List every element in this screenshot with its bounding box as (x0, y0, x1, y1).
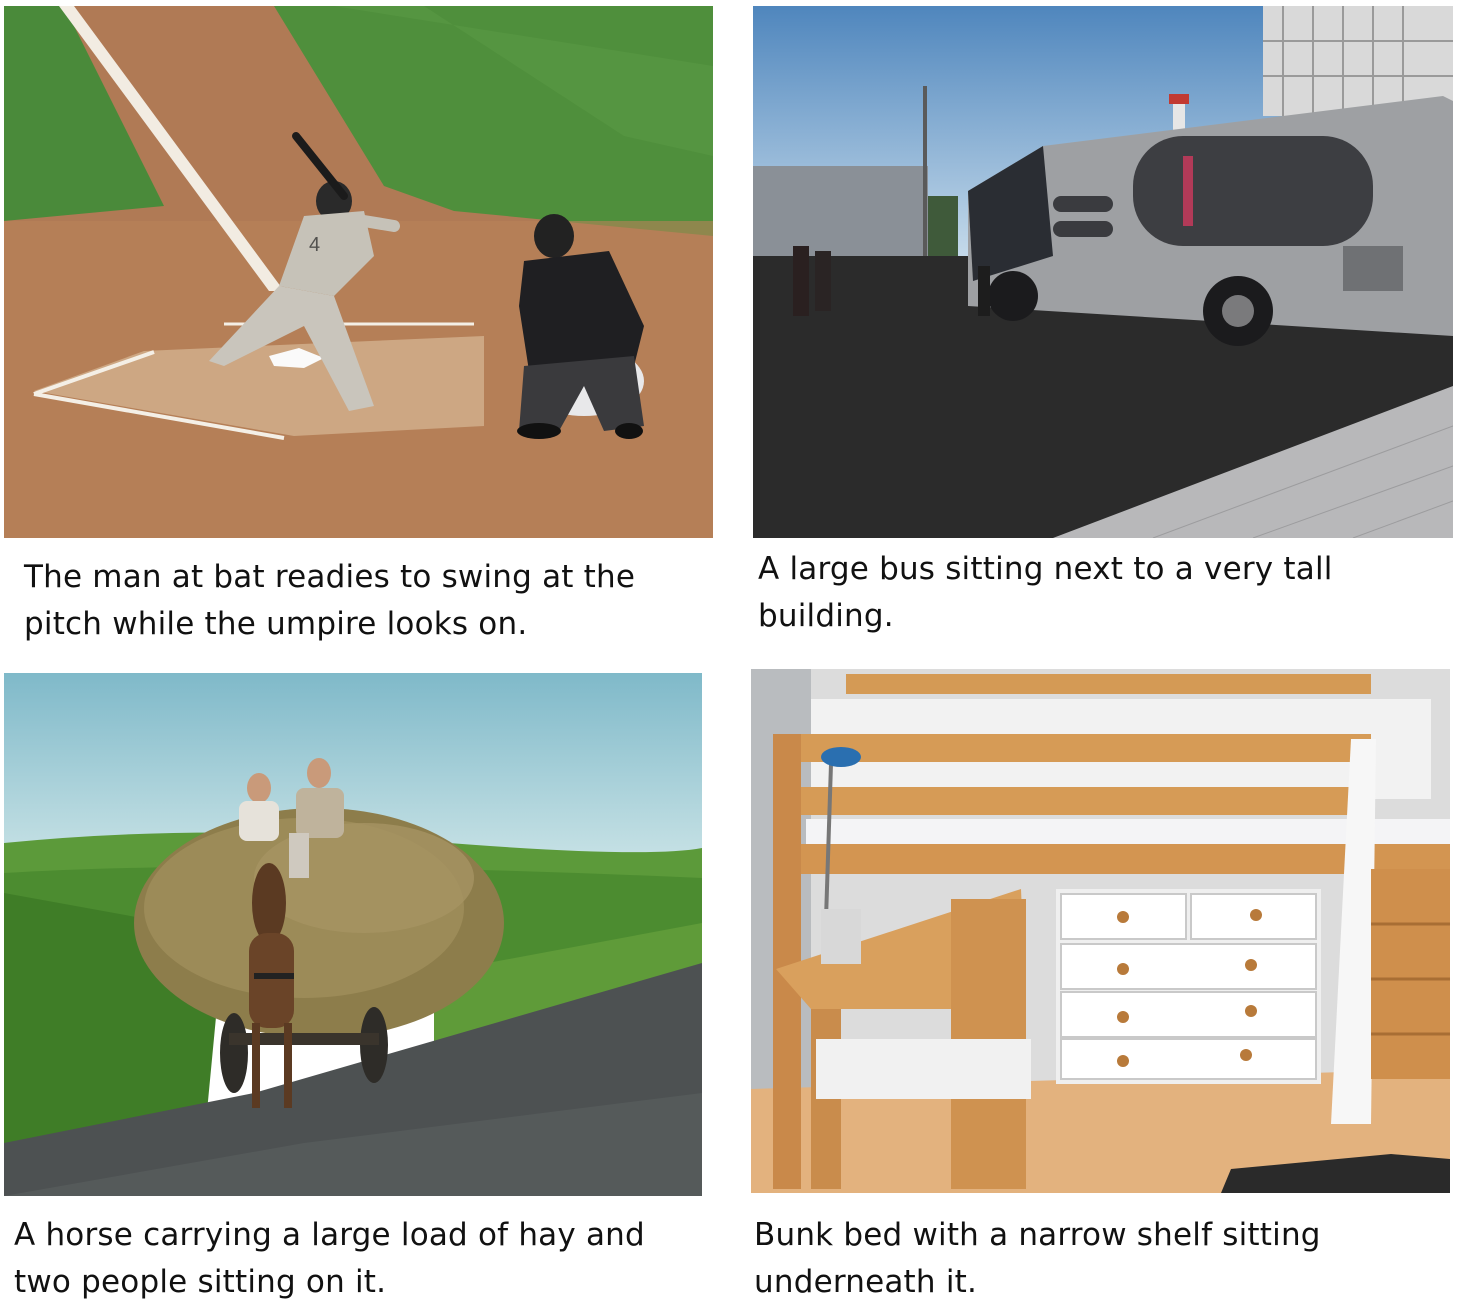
caption-bunk-bed: Bunk bed with a narrow shelf sitting und… (754, 1217, 1321, 1300)
bus-photo (753, 6, 1453, 538)
caption-hay-cart: A horse carrying a large load of hay and… (14, 1217, 645, 1300)
caption-baseball: The man at bat readies to swing at the p… (24, 559, 636, 642)
svg-text:4: 4 (309, 234, 320, 256)
bunk-bed-photo (751, 669, 1450, 1193)
baseball-photo: 4 (4, 6, 713, 538)
hay-cart-photo (4, 673, 702, 1196)
caption-bus: A large bus sitting next to a very tall … (758, 551, 1333, 634)
